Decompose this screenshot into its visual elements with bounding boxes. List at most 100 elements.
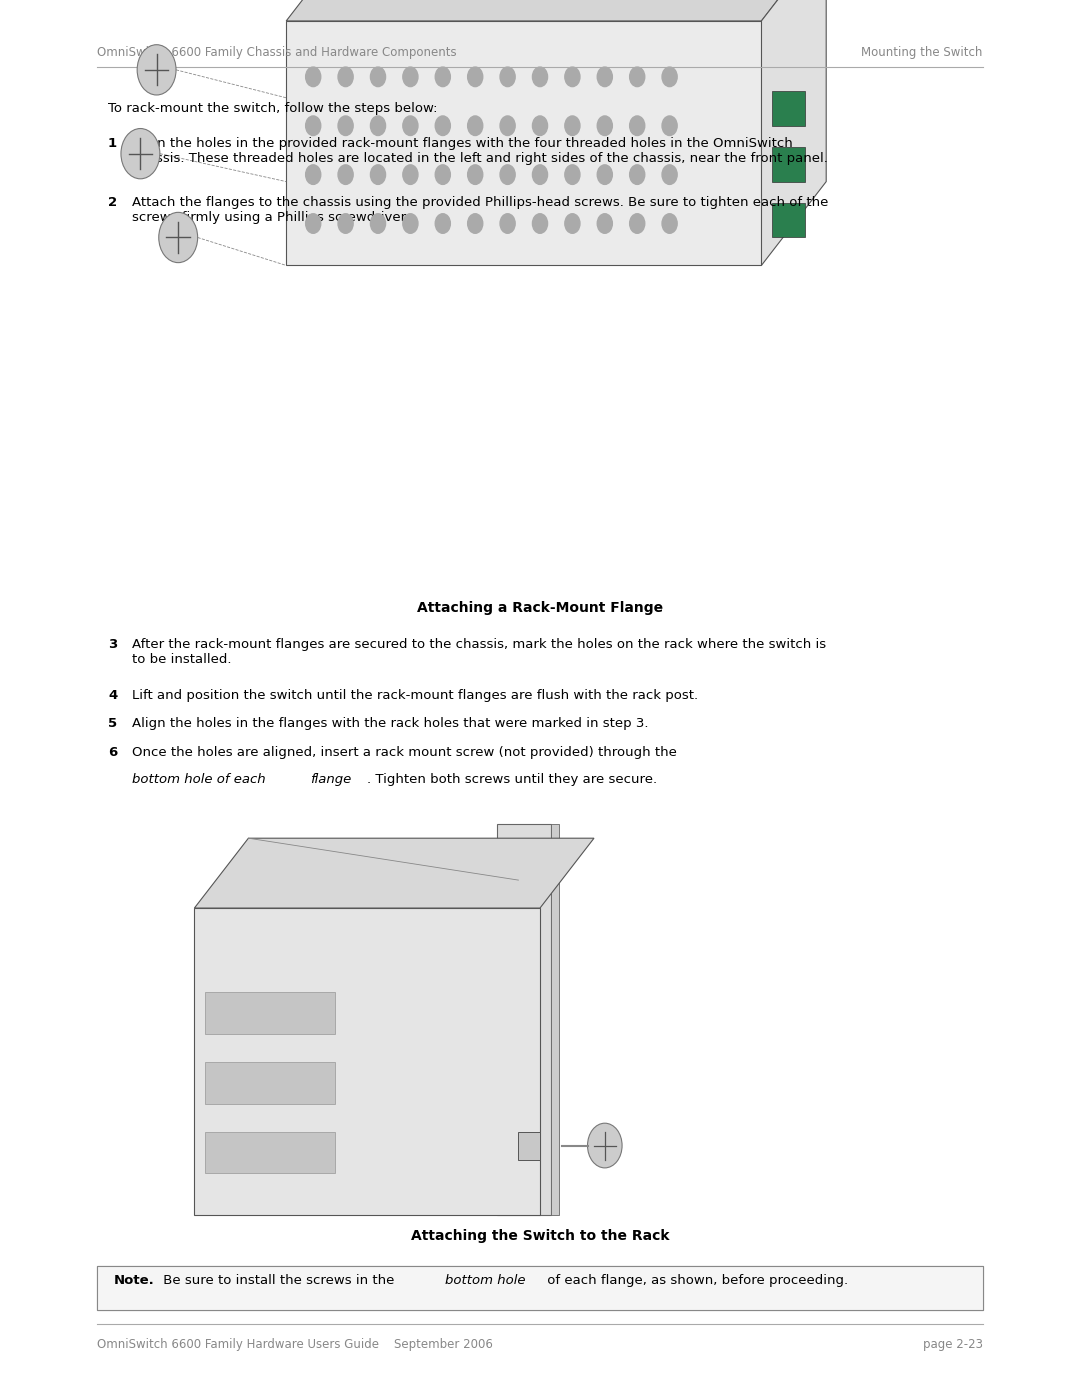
Circle shape — [532, 214, 548, 233]
Text: flange: flange — [310, 773, 351, 785]
Text: Note.: Note. — [113, 1274, 154, 1287]
Circle shape — [662, 214, 677, 233]
Circle shape — [662, 116, 677, 136]
Bar — [524, 1091, 537, 1105]
Bar — [772, 91, 805, 126]
Polygon shape — [761, 0, 826, 265]
Polygon shape — [194, 908, 540, 1215]
Circle shape — [468, 165, 483, 184]
Polygon shape — [286, 0, 826, 21]
Text: Once the holes are aligned, insert a rack mount screw (not provided) through the: Once the holes are aligned, insert a rac… — [132, 746, 680, 759]
Text: 4: 4 — [108, 689, 118, 701]
Circle shape — [338, 214, 353, 233]
Circle shape — [370, 116, 386, 136]
Circle shape — [403, 214, 418, 233]
Text: . Tighten both screws until they are secure.: . Tighten both screws until they are sec… — [367, 773, 658, 785]
Bar — [772, 147, 805, 182]
Bar — [524, 1136, 537, 1150]
Circle shape — [338, 67, 353, 87]
Text: To rack-mount the switch, follow the steps below:: To rack-mount the switch, follow the ste… — [108, 102, 437, 115]
Circle shape — [630, 214, 645, 233]
Bar — [524, 1069, 537, 1083]
Circle shape — [435, 67, 450, 87]
Bar — [524, 935, 537, 949]
Circle shape — [468, 214, 483, 233]
Text: After the rack-mount flanges are secured to the chassis, mark the holes on the r: After the rack-mount flanges are secured… — [132, 638, 826, 666]
Circle shape — [565, 165, 580, 184]
Circle shape — [306, 67, 321, 87]
Bar — [524, 1158, 537, 1172]
Circle shape — [500, 67, 515, 87]
Circle shape — [137, 45, 176, 95]
Circle shape — [306, 116, 321, 136]
Circle shape — [435, 116, 450, 136]
Bar — [205, 992, 335, 1034]
Bar — [524, 1046, 537, 1060]
Bar — [524, 912, 537, 926]
Bar — [524, 957, 537, 971]
Bar — [205, 1062, 335, 1104]
Text: Align the holes in the provided rack-mount flanges with the four threaded holes : Align the holes in the provided rack-mou… — [132, 137, 827, 165]
Text: 5: 5 — [108, 717, 117, 729]
Bar — [524, 1024, 537, 1038]
Bar — [524, 1113, 537, 1127]
Polygon shape — [518, 1132, 540, 1160]
Circle shape — [662, 67, 677, 87]
Text: 3: 3 — [108, 638, 118, 651]
Circle shape — [597, 214, 612, 233]
Circle shape — [403, 67, 418, 87]
Circle shape — [630, 116, 645, 136]
Bar — [524, 890, 537, 904]
Circle shape — [630, 165, 645, 184]
Text: OmniSwitch 6600 Family Chassis and Hardware Components: OmniSwitch 6600 Family Chassis and Hardw… — [97, 46, 457, 59]
Circle shape — [597, 116, 612, 136]
Circle shape — [435, 165, 450, 184]
Circle shape — [306, 214, 321, 233]
Text: Mounting the Switch: Mounting the Switch — [862, 46, 983, 59]
Circle shape — [565, 214, 580, 233]
Bar — [524, 979, 537, 993]
Text: bottom hole of each: bottom hole of each — [132, 773, 266, 785]
Circle shape — [468, 116, 483, 136]
Circle shape — [565, 67, 580, 87]
Bar — [524, 1180, 537, 1194]
Circle shape — [121, 129, 160, 179]
Circle shape — [370, 67, 386, 87]
Circle shape — [532, 67, 548, 87]
Text: Align the holes in the flanges with the rack holes that were marked in step 3.: Align the holes in the flanges with the … — [132, 717, 648, 729]
Polygon shape — [194, 838, 594, 908]
Text: 1: 1 — [108, 137, 117, 149]
Circle shape — [306, 165, 321, 184]
Text: Attach the flanges to the chassis using the provided Phillips-head screws. Be su: Attach the flanges to the chassis using … — [132, 196, 828, 224]
Text: Be sure to install the screws in the: Be sure to install the screws in the — [159, 1274, 399, 1287]
Circle shape — [435, 214, 450, 233]
Circle shape — [500, 214, 515, 233]
Text: Attaching the Switch to the Rack: Attaching the Switch to the Rack — [410, 1229, 670, 1243]
Bar — [772, 203, 805, 237]
Bar — [97, 1266, 983, 1310]
Circle shape — [468, 67, 483, 87]
Circle shape — [532, 165, 548, 184]
Text: OmniSwitch 6600 Family Hardware Users Guide    September 2006: OmniSwitch 6600 Family Hardware Users Gu… — [97, 1338, 494, 1351]
Circle shape — [565, 116, 580, 136]
Text: Lift and position the switch until the rack-mount flanges are flush with the rac: Lift and position the switch until the r… — [132, 689, 698, 701]
Circle shape — [370, 214, 386, 233]
Circle shape — [403, 116, 418, 136]
Circle shape — [630, 67, 645, 87]
Text: 2: 2 — [108, 196, 117, 208]
Circle shape — [532, 116, 548, 136]
Circle shape — [662, 165, 677, 184]
Circle shape — [597, 165, 612, 184]
Text: 6: 6 — [108, 746, 118, 759]
Circle shape — [403, 165, 418, 184]
Circle shape — [370, 165, 386, 184]
Text: page 2-23: page 2-23 — [922, 1338, 983, 1351]
Circle shape — [159, 212, 198, 263]
Circle shape — [338, 116, 353, 136]
Bar — [551, 824, 559, 1215]
Text: of each flange, as shown, before proceeding.: of each flange, as shown, before proceed… — [543, 1274, 849, 1287]
Circle shape — [588, 1123, 622, 1168]
Bar — [205, 1132, 335, 1173]
Bar — [524, 1002, 537, 1016]
Circle shape — [500, 116, 515, 136]
